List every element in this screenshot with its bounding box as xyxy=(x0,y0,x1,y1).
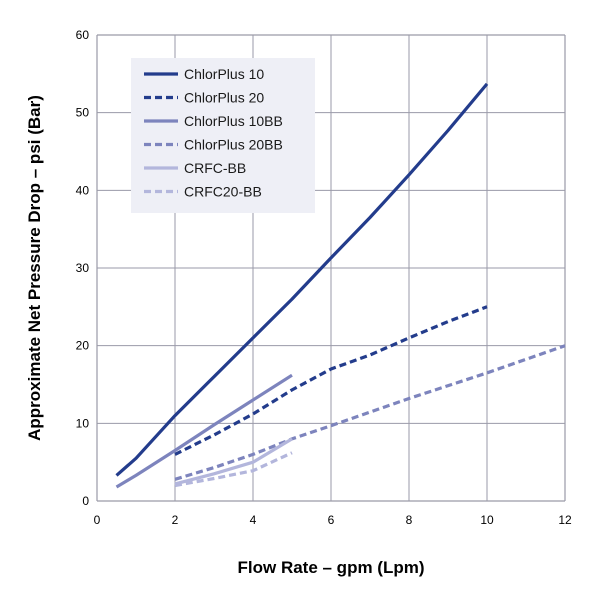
tick-layer: 0 2 4 6 8 10 12 0 10 20 30 40 50 60 xyxy=(76,28,572,527)
series-line xyxy=(115,373,293,489)
y-axis-title: Approximate Net Pressure Drop – psi (Bar… xyxy=(25,95,44,441)
x-tick-label: 10 xyxy=(480,513,494,527)
x-tick-label: 8 xyxy=(406,513,413,527)
y-tick-label: 60 xyxy=(76,28,90,42)
x-tick-label: 12 xyxy=(558,513,572,527)
legend-label: CRFC20-BB xyxy=(184,184,262,200)
x-tick-label: 2 xyxy=(172,513,179,527)
legend-label: ChlorPlus 10BB xyxy=(184,113,283,129)
legend-label: ChlorPlus 10 xyxy=(184,66,264,82)
legend-box xyxy=(131,58,315,213)
series-line xyxy=(174,451,293,488)
series-line xyxy=(174,437,293,486)
y-tick-label: 20 xyxy=(76,339,90,353)
legend-label: ChlorPlus 20 xyxy=(184,90,264,106)
y-tick-label: 0 xyxy=(82,494,89,508)
x-tick-label: 4 xyxy=(250,513,257,527)
x-tick-label: 0 xyxy=(94,513,101,527)
legend: ChlorPlus 10 ChlorPlus 20 ChlorPlus 10BB Ch… xyxy=(131,58,315,213)
x-axis-title: Flow Rate – gpm (Lpm) xyxy=(238,558,425,577)
legend-label: CRFC-BB xyxy=(184,160,246,176)
series-line xyxy=(174,305,488,456)
y-tick-label: 50 xyxy=(76,106,90,120)
series-line xyxy=(174,344,566,481)
legend-label: ChlorPlus 20BB xyxy=(184,137,283,153)
y-tick-label: 10 xyxy=(76,416,90,430)
y-tick-label: 40 xyxy=(76,183,90,197)
y-tick-label: 30 xyxy=(76,261,90,275)
series-line xyxy=(115,82,489,477)
x-tick-label: 6 xyxy=(328,513,335,527)
series-layer xyxy=(115,82,566,489)
